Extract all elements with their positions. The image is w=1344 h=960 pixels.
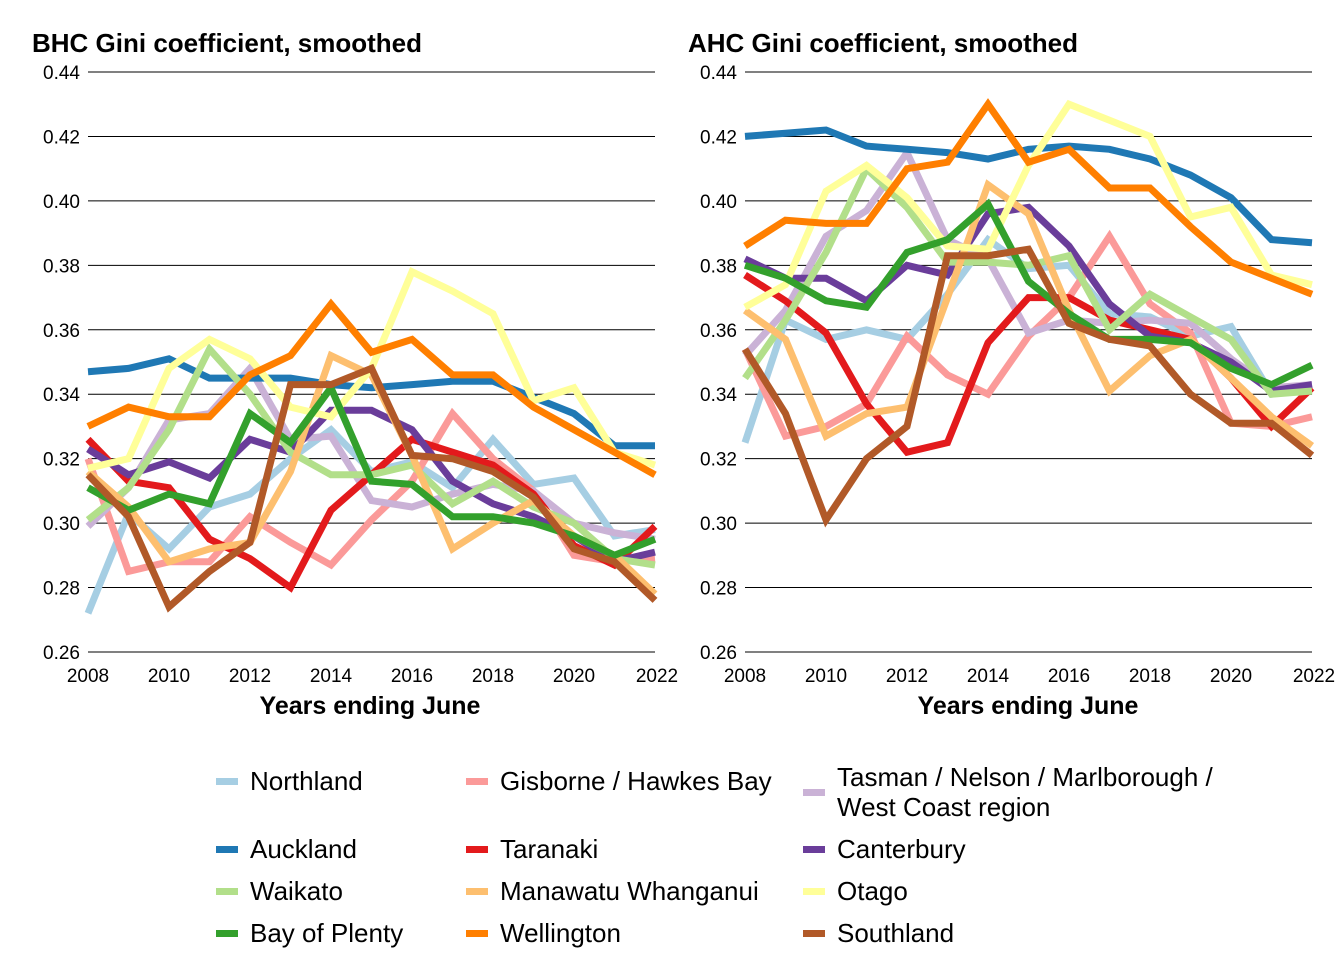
bhc-y-tick-label: 0.32 bbox=[43, 450, 80, 471]
legend-item: Manawatu Whanganui bbox=[466, 876, 759, 906]
legend-item: Southland bbox=[803, 918, 954, 948]
legend-item: Waikato bbox=[216, 876, 343, 906]
ahc-chart-title: AHC Gini coefficient, smoothed bbox=[688, 28, 1078, 58]
legend-swatch bbox=[466, 777, 488, 785]
ahc-y-tick-label: 0.34 bbox=[700, 385, 737, 406]
bhc-y-ticks: 0.26 0.28 0.30 0.32 0.34 0.36 0.38 0.40 0.42 0.44 bbox=[43, 63, 80, 664]
legend-swatch bbox=[803, 929, 825, 937]
legend-label: Auckland bbox=[250, 834, 357, 864]
bhc-y-tick-label: 0.38 bbox=[43, 256, 80, 277]
ahc-gridlines bbox=[745, 71, 1312, 653]
bhc-x-axis-label: Years ending June bbox=[260, 692, 481, 720]
ahc-y-tick-label: 0.38 bbox=[700, 256, 737, 277]
legend-item: Otago bbox=[803, 876, 908, 906]
bhc-x-ticks: 2008 2010 2012 2014 2016 2018 2020 2022 bbox=[67, 666, 678, 687]
ahc-series-line-bay-of-plenty bbox=[743, 198, 1314, 389]
bhc-x-tick-label: 2010 bbox=[148, 666, 190, 687]
bhc-x-tick-label: 2016 bbox=[391, 666, 433, 687]
bhc-chart-title: BHC Gini coefficient, smoothed bbox=[32, 28, 422, 58]
ahc-x-tick-label: 2012 bbox=[886, 666, 928, 687]
ahc-series-lines bbox=[741, 98, 1315, 528]
chart-legend: Northland Gisborne / Hawkes Bay Tasman / N… bbox=[200, 748, 1240, 948]
ahc-x-tick-label: 2014 bbox=[967, 666, 1010, 687]
ahc-y-tick-label: 0.40 bbox=[700, 192, 737, 213]
bhc-series-line-southland bbox=[85, 363, 658, 613]
legend-label: Southland bbox=[837, 918, 955, 948]
legend-label: Bay of Plenty bbox=[250, 918, 404, 948]
ahc-y-tick-label: 0.42 bbox=[700, 127, 737, 148]
legend-swatch bbox=[466, 845, 488, 853]
legend-swatch bbox=[216, 777, 238, 785]
ahc-y-tick-label: 0.30 bbox=[700, 514, 737, 535]
ahc-x-ticks: 2008 2010 2012 2014 2016 2018 2020 2022 bbox=[724, 666, 1335, 687]
legend-item: Wellington bbox=[466, 918, 621, 948]
ahc-series-line-auckland bbox=[744, 126, 1313, 247]
bhc-chart-panel: BHC Gini coefficient, smoothed 0.260.280… bbox=[32, 28, 678, 720]
bhc-y-tick-label: 0.40 bbox=[43, 192, 80, 213]
ahc-series-line-manawatu-whanganui bbox=[742, 179, 1315, 449]
legend-label: Manawatu Whanganui bbox=[500, 876, 759, 906]
legend-label: Waikato bbox=[250, 876, 343, 906]
legend-label: Taranaki bbox=[500, 834, 599, 864]
legend-item: Auckland bbox=[216, 834, 357, 864]
bhc-y-tick-label: 0.26 bbox=[43, 643, 80, 664]
bhc-y-tick-label: 0.34 bbox=[43, 385, 80, 406]
legend-swatch bbox=[803, 887, 825, 895]
legend-swatch bbox=[466, 929, 488, 937]
ahc-x-tick-label: 2010 bbox=[805, 666, 847, 687]
legend-item: Canterbury bbox=[803, 834, 966, 864]
ahc-series-line-canterbury bbox=[743, 203, 1313, 395]
bhc-y-tick-label: 0.30 bbox=[43, 514, 80, 535]
ahc-y-tick-label: 0.44 bbox=[700, 63, 737, 84]
legend-label: Canterbury bbox=[837, 834, 966, 864]
bhc-y-tick-label: 0.28 bbox=[43, 579, 80, 600]
bhc-x-tick-label: 2012 bbox=[229, 666, 271, 687]
legend-label: Gisborne / Hawkes Bay bbox=[500, 766, 772, 796]
ahc-y-tick-label: 0.26 bbox=[700, 643, 737, 664]
ahc-x-tick-label: 2016 bbox=[1048, 666, 1090, 687]
legend-label: Wellington bbox=[500, 918, 621, 948]
legend-swatch bbox=[216, 887, 238, 895]
bhc-series-lines bbox=[84, 267, 658, 615]
legend-item: Northland bbox=[216, 766, 363, 796]
ahc-x-tick-label: 2018 bbox=[1129, 666, 1171, 687]
bhc-series-line-wellington bbox=[86, 298, 657, 478]
ahc-y-tick-label: 0.28 bbox=[700, 579, 737, 600]
legend-item: Taranaki bbox=[466, 834, 598, 864]
ahc-series-line-wellington bbox=[743, 98, 1314, 298]
ahc-y-ticks: 0.26 0.28 0.30 0.32 0.34 0.36 0.38 0.40 0.42 0.44 bbox=[700, 63, 737, 664]
bhc-series-line-auckland bbox=[87, 355, 655, 450]
bhc-x-tick-label: 2022 bbox=[636, 666, 678, 687]
legend-label: Otago bbox=[837, 876, 908, 906]
legend-swatch bbox=[466, 887, 488, 895]
legend-item: Bay of Plenty bbox=[216, 918, 403, 948]
legend-item: Tasman / Nelson / Marlborough / West Coa… bbox=[803, 762, 1213, 822]
bhc-y-tick-label: 0.42 bbox=[43, 127, 80, 148]
legend-swatch bbox=[803, 788, 825, 796]
bhc-x-tick-label: 2014 bbox=[310, 666, 353, 687]
legend-label: Tasman / Nelson / Marlborough / West Coa… bbox=[837, 762, 1213, 822]
ahc-x-axis-label: Years ending June bbox=[918, 692, 1139, 720]
ahc-x-tick-label: 2020 bbox=[1210, 666, 1252, 687]
legend-swatch bbox=[216, 929, 238, 937]
legend-item: Gisborne / Hawkes Bay bbox=[466, 766, 772, 796]
bhc-y-tick-label: 0.44 bbox=[43, 63, 80, 84]
ahc-x-tick-label: 2008 bbox=[724, 666, 766, 687]
legend-swatch bbox=[216, 845, 238, 853]
ahc-x-tick-label: 2022 bbox=[1293, 666, 1335, 687]
bhc-x-tick-label: 2008 bbox=[67, 666, 109, 687]
legend-swatch bbox=[803, 845, 825, 853]
ahc-chart-panel: AHC Gini coefficient, smoothed 0.260.280… bbox=[688, 28, 1335, 720]
bhc-y-tick-label: 0.36 bbox=[43, 321, 80, 342]
ahc-series-line-southland bbox=[742, 245, 1315, 528]
ahc-y-tick-label: 0.32 bbox=[700, 450, 737, 471]
bhc-x-tick-label: 2020 bbox=[553, 666, 595, 687]
bhc-x-tick-label: 2018 bbox=[472, 666, 514, 687]
ahc-y-tick-label: 0.36 bbox=[700, 321, 737, 342]
legend-label: Northland bbox=[250, 766, 363, 796]
